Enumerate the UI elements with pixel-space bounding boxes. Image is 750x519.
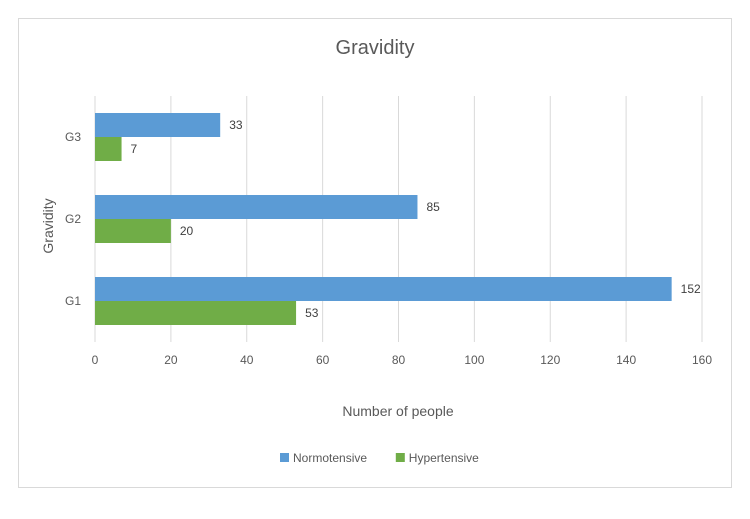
data-label: 152 [681, 282, 701, 296]
bar-normotensive-g1 [95, 277, 672, 301]
y-tick-label: G3 [65, 130, 81, 144]
legend-label-normotensive: Normotensive [293, 451, 367, 465]
x-tick-label: 0 [92, 353, 99, 367]
x-tick-labels: 0 20 40 60 80 100 120 140 160 [92, 353, 713, 367]
chart-frame [18, 18, 732, 488]
legend: Normotensive Hypertensive [280, 451, 479, 465]
y-tick-labels: G1 G2 G3 [65, 130, 81, 308]
x-tick-label: 120 [540, 353, 560, 367]
data-label: 7 [131, 142, 138, 156]
bar-hypertensive-g1 [95, 301, 297, 325]
x-tick-label: 140 [616, 353, 636, 367]
data-label: 53 [305, 306, 319, 320]
bar-hypertensive-g2 [95, 219, 171, 243]
bar-normotensive-g3 [95, 113, 221, 137]
x-tick-label: 160 [692, 353, 712, 367]
data-label: 20 [180, 224, 194, 238]
legend-label-hypertensive: Hypertensive [409, 451, 479, 465]
y-tick-label: G1 [65, 294, 81, 308]
legend-swatch-hypertensive [395, 453, 405, 462]
bar-normotensive-g2 [95, 195, 418, 219]
x-tick-label: 100 [464, 353, 484, 367]
y-tick-label: G2 [65, 212, 81, 226]
data-label: 85 [426, 200, 440, 214]
legend-swatch-normotensive [280, 453, 289, 462]
x-tick-label: 20 [164, 353, 178, 367]
x-tick-label: 80 [392, 353, 406, 367]
y-axis-label: Gravidity [40, 198, 56, 253]
x-tick-label: 60 [316, 353, 330, 367]
data-label: 33 [229, 118, 243, 132]
x-axis-label: Number of people [342, 403, 454, 419]
bar-hypertensive-g3 [95, 137, 122, 161]
bars: 152 53 85 20 33 7 [95, 113, 701, 325]
x-tick-label: 40 [240, 353, 254, 367]
chart-title: Gravidity [336, 37, 415, 59]
